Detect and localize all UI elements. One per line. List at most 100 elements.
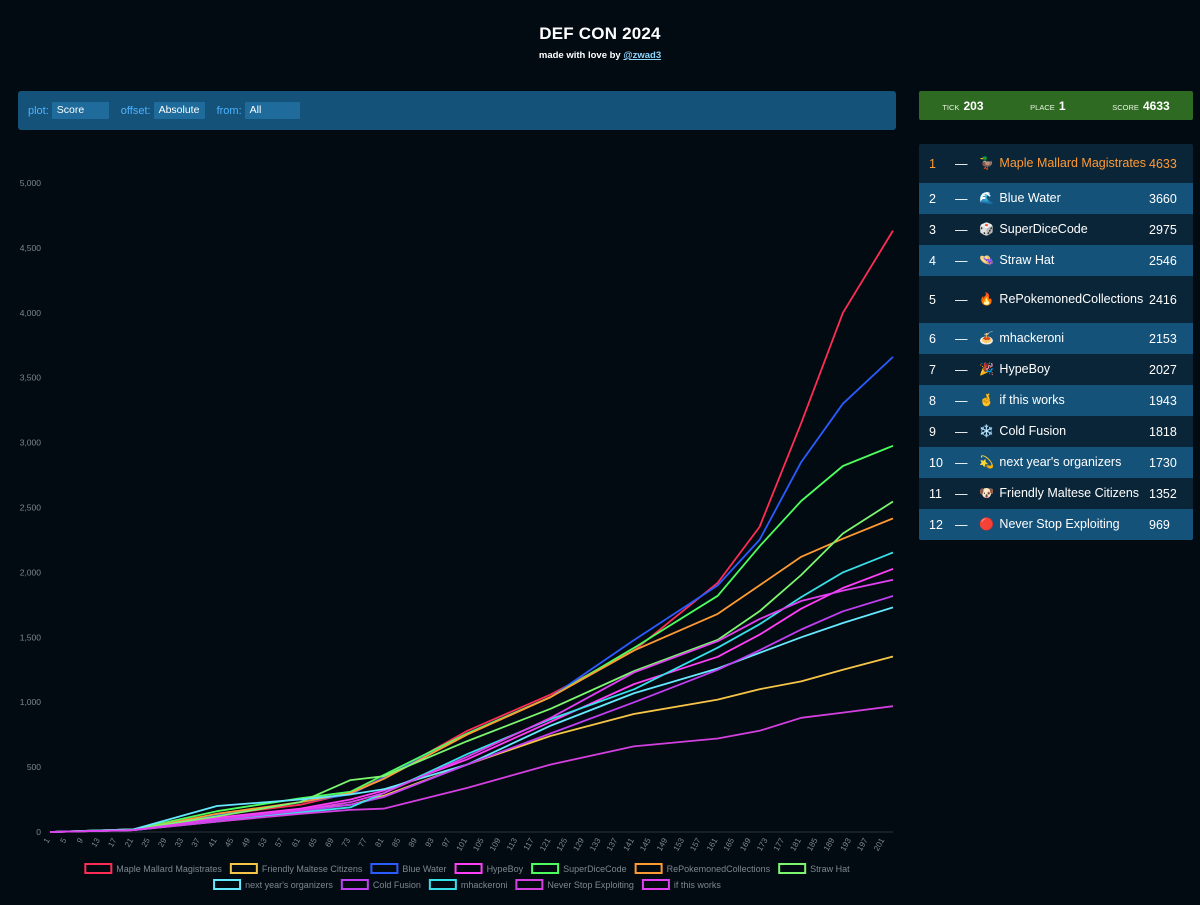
x-tick-label: 193 <box>839 836 854 853</box>
tick-stat: TICK 203 <box>942 99 983 113</box>
legend-label: if this works <box>674 880 722 890</box>
leaderboard-row[interactable]: 7 — 🎉 HypeBoy 2027 <box>919 354 1193 385</box>
legend-swatch <box>641 879 670 890</box>
x-tick-label: 137 <box>605 836 620 853</box>
series-line <box>49 356 894 833</box>
leaderboard-row[interactable]: 3 — 🎲 SuperDiceCode 2975 <box>919 214 1193 245</box>
legend-swatch <box>213 879 242 890</box>
tick-label: TICK <box>942 102 960 112</box>
legend-label: next year's organizers <box>245 880 333 890</box>
x-tick-label: 181 <box>788 836 803 853</box>
leaderboard-row[interactable]: 11 — 🐶 Friendly Maltese Citizens 1352 <box>919 478 1193 509</box>
plot-label: plot: <box>28 104 49 117</box>
series-line <box>49 517 894 833</box>
y-tick-label: 4,500 <box>20 243 42 253</box>
from-select[interactable]: All <box>244 102 300 119</box>
legend-label: Friendly Maltese Citizens <box>262 864 363 874</box>
x-tick-label: 129 <box>571 836 586 853</box>
leaderboard-row[interactable]: 1 — 🦆 Maple Mallard Magistrates 4633 <box>919 144 1193 183</box>
x-tick-label: 77 <box>357 836 370 849</box>
legend-swatch <box>515 879 544 890</box>
team-score: 2416 <box>1149 292 1177 307</box>
legend-label: HypeBoy <box>487 864 524 874</box>
x-tick-label: 109 <box>488 836 503 853</box>
leaderboard-row[interactable]: 4 — 👒 Straw Hat 2546 <box>919 245 1193 276</box>
legend-swatch <box>340 879 369 890</box>
x-tick-label: 121 <box>538 836 553 853</box>
team-icon: 🐶 <box>979 486 994 500</box>
rank-change: — <box>955 486 968 501</box>
leaderboard-row[interactable]: 2 — 🌊 Blue Water 3660 <box>919 183 1193 214</box>
y-tick-label: 1,500 <box>20 632 42 642</box>
y-tick-label: 2,000 <box>20 567 42 577</box>
x-tick-label: 69 <box>323 836 336 849</box>
leaderboard-row[interactable]: 10 — 💫 next year's organizers 1730 <box>919 447 1193 478</box>
plot-select[interactable]: Score <box>51 102 109 119</box>
team-rank: 3 <box>929 222 936 237</box>
offset-select[interactable]: Absolute <box>153 102 205 119</box>
chart-controls: plot: Score offset: Absolute from: All <box>18 91 896 130</box>
x-tick-label: 165 <box>722 836 737 853</box>
y-tick-label: 0 <box>36 827 41 837</box>
team-name: 🌊 Blue Water <box>979 191 1061 205</box>
legend-swatch <box>428 879 457 890</box>
team-icon: 🔴 <box>979 517 994 531</box>
team-rank: 8 <box>929 393 936 408</box>
team-icon: 🎉 <box>979 362 994 376</box>
y-tick-label: 1,000 <box>20 697 42 707</box>
team-score: 2153 <box>1149 331 1177 346</box>
x-tick-label: 153 <box>672 836 687 853</box>
team-rank: 9 <box>929 424 936 439</box>
score-chart: 0 500 1,000 1,500 2,000 2,500 3,000 3,500 4,000 4… <box>20 178 894 890</box>
tick-value: 203 <box>963 98 984 113</box>
y-tick-label: 3,000 <box>20 438 42 448</box>
legend-swatch <box>454 863 483 874</box>
leaderboard-row[interactable]: 8 — 🤞 if this works 1943 <box>919 385 1193 416</box>
team-score: 3660 <box>1149 191 1177 206</box>
rank-change: — <box>955 191 968 206</box>
series-line <box>49 655 894 833</box>
team-score: 1352 <box>1149 486 1177 501</box>
x-tick-label: 145 <box>638 836 653 853</box>
x-tick-label: 173 <box>755 836 770 853</box>
team-name: 💫 next year's organizers <box>979 455 1122 469</box>
rank-change: — <box>955 253 968 268</box>
legend-swatch <box>634 863 663 874</box>
leaderboard-row[interactable]: 5 — 🔥 RePokemonedCollections 2416 <box>919 276 1193 323</box>
team-rank: 11 <box>929 486 942 501</box>
offset-label: offset: <box>120 104 151 117</box>
team-icon: 🌊 <box>979 191 994 205</box>
team-rank: 10 <box>929 455 943 470</box>
x-tick-label: 25 <box>140 836 153 849</box>
x-tick-label: 197 <box>855 836 870 853</box>
leaderboard-row[interactable]: 12 — 🔴 Never Stop Exploiting 969 <box>919 509 1193 540</box>
x-tick-label: 33 <box>173 836 186 849</box>
leaderboard-row[interactable]: 6 — 🍝 mhackeroni 2153 <box>919 323 1193 354</box>
y-tick-label: 5,000 <box>20 178 42 188</box>
team-icon: 🦆 <box>979 156 994 170</box>
author-link[interactable]: @zwad3 <box>623 50 662 61</box>
x-tick-label: 9 <box>75 836 85 845</box>
status-bar: TICK 203 PLACE 1 SCORE 4633 <box>919 91 1193 120</box>
team-rank: 6 <box>929 331 936 346</box>
x-tick-label: 101 <box>455 836 470 853</box>
series-line <box>49 444 894 833</box>
x-tick-label: 157 <box>688 836 703 853</box>
series-line <box>49 578 894 833</box>
y-tick-label: 4,000 <box>20 308 42 318</box>
rank-change: — <box>955 362 968 377</box>
team-icon: 🎲 <box>979 222 994 236</box>
x-tick-label: 105 <box>471 836 486 853</box>
series-line <box>49 551 894 833</box>
leaderboard-row[interactable]: 9 — ❄️ Cold Fusion 1818 <box>919 416 1193 447</box>
y-tick-label: 2,500 <box>20 503 42 513</box>
team-name: 🍝 mhackeroni <box>979 331 1065 345</box>
series-line <box>49 568 894 833</box>
rank-change: — <box>955 292 968 307</box>
score-stat: SCORE 4633 <box>1112 99 1169 113</box>
from-control: from: All <box>217 102 300 119</box>
leaderboard: 1 — 🦆 Maple Mallard Magistrates 4633 2 — 🌊 Blu… <box>919 144 1193 540</box>
rank-change: — <box>955 222 968 237</box>
team-score: 1943 <box>1149 393 1177 408</box>
team-score: 1818 <box>1149 424 1177 439</box>
